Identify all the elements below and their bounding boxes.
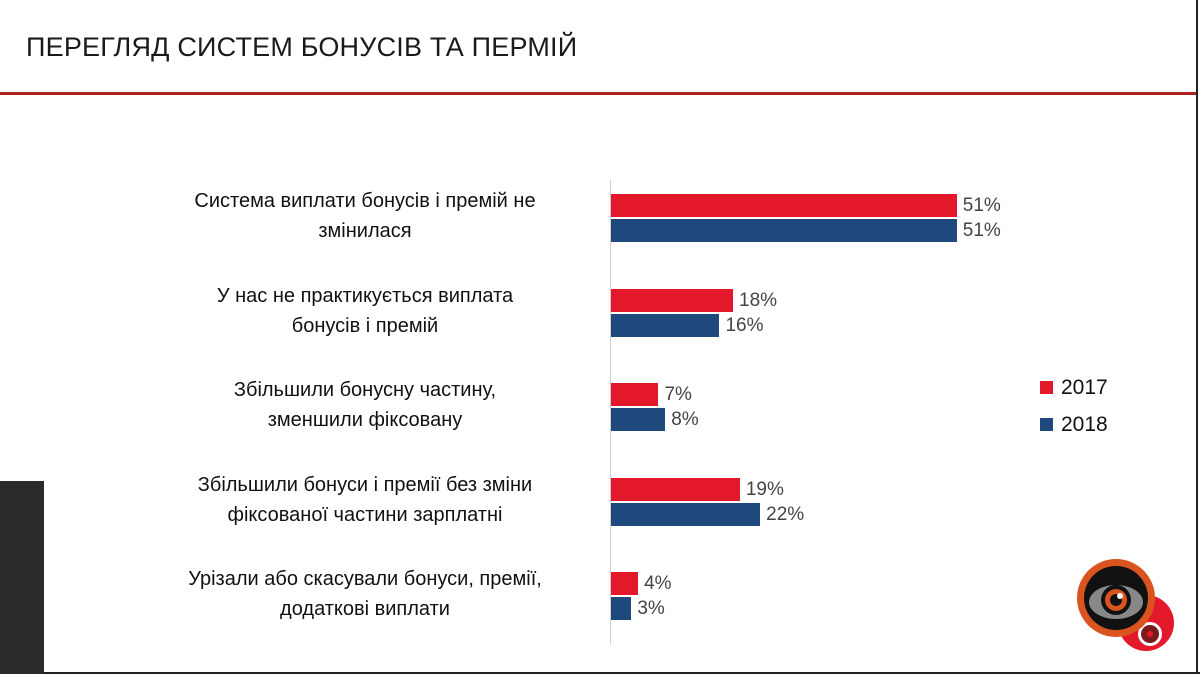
bar-2017	[611, 572, 639, 595]
legend-item-2018: 2018	[1040, 413, 1108, 437]
window-border-bottom	[0, 672, 1200, 674]
data-label: 18%	[739, 289, 778, 311]
category-label-line: У нас не практикується виплата	[216, 284, 514, 307]
bar-2018	[611, 502, 761, 526]
category-label-line: Система виплати бонусів і премій не	[194, 190, 536, 212]
legend-swatch-2017	[1040, 381, 1053, 394]
bar-2018	[611, 219, 957, 242]
bar-2018	[611, 408, 666, 431]
data-label: 4%	[644, 573, 672, 594]
data-label: 51%	[962, 195, 1001, 216]
category-label-line: Збільшили бонуси і премії без зміни	[197, 473, 533, 496]
legend-label: 2017	[1061, 376, 1108, 399]
category-label-line: Збільшили бонусну частину,	[233, 379, 497, 401]
bar-2017	[611, 194, 957, 217]
category-label: Збільшили бонусну частину, зменшили фіксо…	[145, 375, 585, 435]
page-title: ПЕРЕГЛЯД СИСТЕМ БОНУСІВ ТА ПЕРМІЙ	[26, 32, 578, 62]
eye-logo	[1077, 559, 1174, 651]
bar-2018	[611, 313, 720, 337]
window-border-right	[1196, 0, 1198, 674]
data-label: 3%	[637, 598, 665, 619]
data-label: 8%	[671, 409, 699, 430]
bar-2018	[611, 597, 632, 620]
category-label-line: бонусів і премій	[291, 314, 439, 337]
legend-swatch-2018	[1040, 418, 1053, 431]
legend-item-2017: 2017	[1040, 376, 1108, 400]
category-label-line: зменшили фіксовану	[267, 409, 463, 431]
category-label: Урізали або скасували бонуси, премії, дод…	[145, 564, 585, 624]
data-label: 22%	[766, 503, 805, 525]
category-label-line: Урізали або скасували бонуси, премії,	[188, 568, 542, 590]
chart-axis	[610, 180, 611, 645]
data-label: 51%	[962, 220, 1001, 241]
category-label: У нас не практикується виплата бонусів і …	[145, 281, 585, 341]
bar-2017	[611, 477, 740, 501]
bar-2017	[611, 383, 659, 406]
category-label: Система виплати бонусів і премій не зміни…	[145, 186, 585, 246]
legend-label: 2018	[1061, 413, 1108, 436]
category-label-line: фіксованої частини зарплатні	[227, 503, 503, 526]
title-divider	[0, 92, 1197, 95]
data-label: 16%	[725, 314, 764, 336]
category-label: Збільшили бонуси і премії без зміни фіксо…	[145, 470, 585, 530]
data-label: 7%	[664, 384, 692, 405]
category-label-line: додаткові виплати	[280, 598, 450, 620]
bar-2017	[611, 288, 734, 312]
side-panel-edge	[0, 481, 44, 674]
category-label-line: змінилася	[318, 220, 412, 242]
data-label: 19%	[745, 478, 784, 500]
